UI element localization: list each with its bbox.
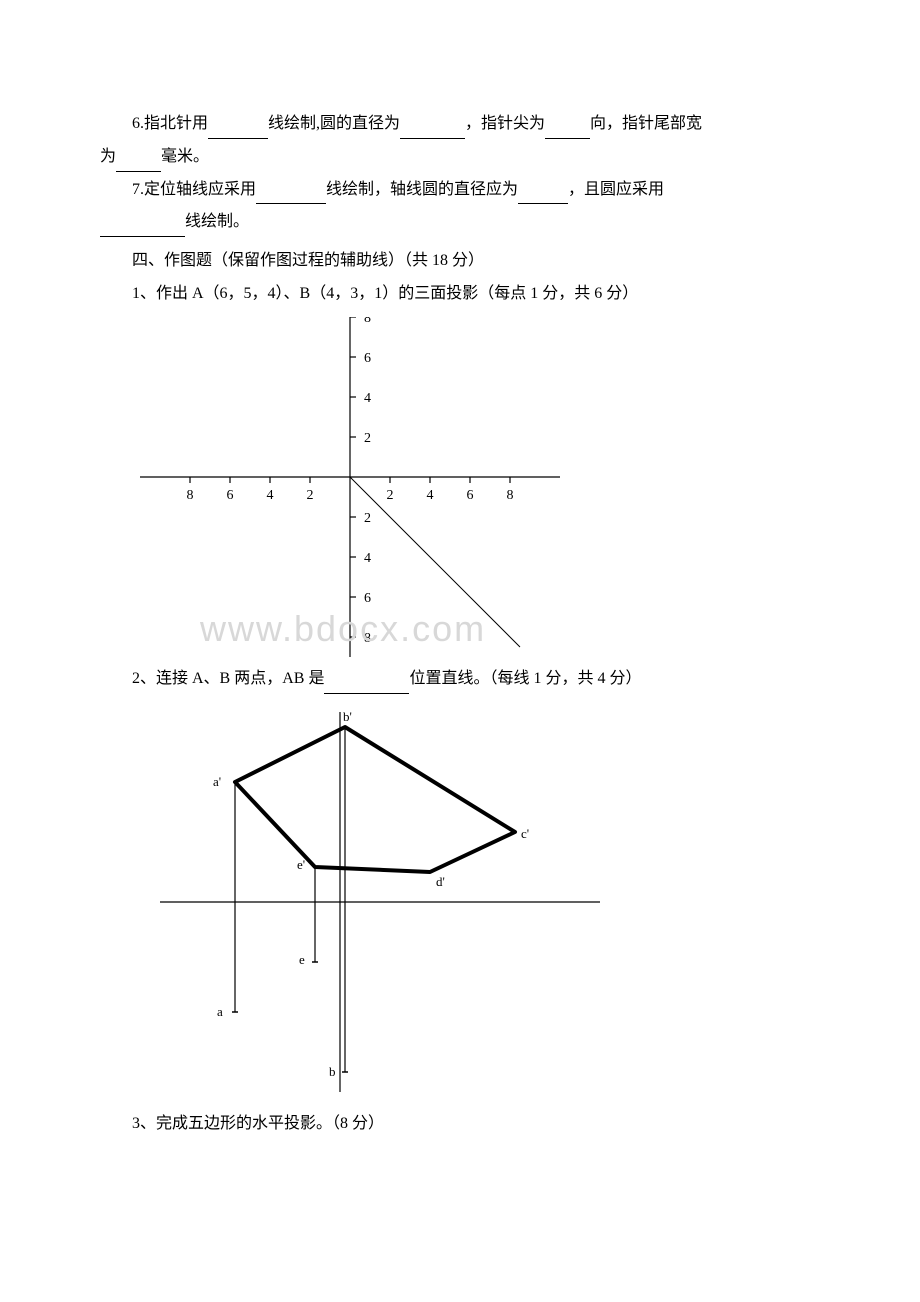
q7-mid2: ，且圆应采用 (568, 181, 664, 198)
blank (545, 120, 590, 139)
figure-2-svg: b' a' c' d' e' a b e (140, 702, 620, 1102)
figure-1-svg: 2 4 6 8 2 4 6 8 2 4 6 8 2 4 6 8 (140, 317, 560, 657)
q6-l2-prefix: 为 (100, 148, 116, 165)
q6-mid3: 向，指针尾部宽 (590, 115, 702, 132)
svg-text:6: 6 (227, 488, 234, 503)
svg-text:a': a' (213, 774, 221, 789)
blank (256, 185, 326, 204)
svg-text:6: 6 (364, 591, 371, 606)
q6-prefix: 6.指北针用 (132, 115, 208, 132)
blank (116, 152, 161, 171)
task2-prefix: 2、连接 A、B 两点，AB 是 (132, 670, 324, 687)
q6-mid2: ，指针尖为 (465, 115, 545, 132)
q7-mid1: 线绘制，轴线圆的直径应为 (326, 181, 518, 198)
q6-l2-suffix: 毫米。 (161, 148, 209, 165)
question-6-line1: 6.指北针用 线绘制,圆的直径为 ，指针尖为 向，指针尾部宽 (100, 110, 820, 139)
svg-text:2: 2 (364, 511, 371, 526)
svg-text:4: 4 (364, 551, 371, 566)
task-3-text: 3、完成五边形的水平投影。（8 分） (100, 1110, 820, 1139)
svg-text:2: 2 (387, 488, 394, 503)
blank (208, 120, 268, 139)
svg-text:b': b' (343, 709, 352, 724)
svg-text:a: a (217, 1004, 223, 1019)
svg-text:e': e' (297, 857, 305, 872)
svg-text:d': d' (436, 874, 445, 889)
svg-text:2: 2 (307, 488, 314, 503)
svg-text:4: 4 (364, 391, 371, 406)
svg-text:6: 6 (364, 351, 371, 366)
question-7-line2: 线绘制。 (100, 208, 820, 237)
question-7-line1: 7.定位轴线应采用 线绘制，轴线圆的直径应为 ，且圆应采用 (100, 176, 820, 205)
q7-l2-suffix: 线绘制。 (185, 213, 249, 230)
figure-2-container: b' a' c' d' e' a b e (140, 702, 820, 1102)
svg-text:4: 4 (267, 488, 274, 503)
task-1-text: 1、作出 A（6，5，4）、B（4，3，1）的三面投影（每点 1 分，共 6 分… (100, 280, 820, 309)
section-4-heading: 四、作图题（保留作图过程的辅助线）（共 18 分） (100, 247, 820, 276)
svg-text:e: e (299, 952, 305, 967)
figure-1-container: 2468246824682468 www.bdocx.com (140, 317, 820, 657)
blank (518, 185, 568, 204)
svg-text:2: 2 (364, 431, 371, 446)
svg-text:6: 6 (467, 488, 474, 503)
svg-text:8: 8 (187, 488, 194, 503)
svg-text:c': c' (521, 826, 529, 841)
q6-mid1: 线绘制,圆的直径为 (268, 115, 400, 132)
blank (100, 218, 185, 237)
blank (324, 674, 409, 693)
blank (400, 120, 465, 139)
svg-text:8: 8 (507, 488, 514, 503)
q7-prefix: 7.定位轴线应采用 (132, 181, 256, 198)
question-6-line2: 为 毫米。 (100, 143, 820, 172)
svg-text:4: 4 (427, 488, 434, 503)
task2-suffix: 位置直线。（每线 1 分，共 4 分） (409, 670, 641, 687)
svg-text:b: b (329, 1064, 336, 1079)
svg-text:8: 8 (364, 631, 371, 646)
svg-text:8: 8 (364, 317, 371, 326)
task-2-text: 2、连接 A、B 两点，AB 是 位置直线。（每线 1 分，共 4 分） (100, 665, 820, 694)
